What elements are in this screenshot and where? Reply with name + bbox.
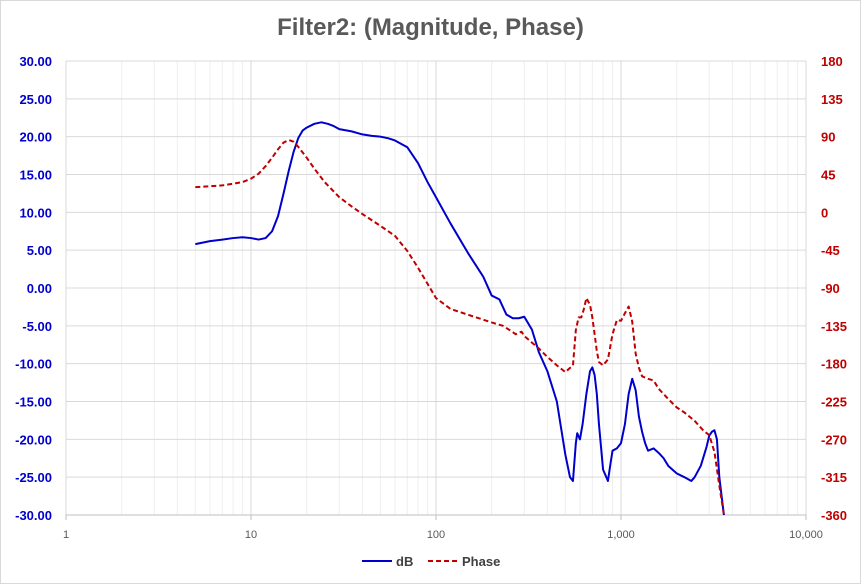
y-left-tick-label: -25.00 xyxy=(15,470,52,485)
chart-grid xyxy=(65,60,807,516)
x-tick-label: 10 xyxy=(245,529,257,541)
y-left-tick-label: -20.00 xyxy=(15,432,52,447)
legend-label-phase: Phase xyxy=(462,554,500,569)
x-axis: 1 10 100 1,000 10,000 xyxy=(63,514,823,541)
chart-title: Filter2: (Magnitude, Phase) xyxy=(277,14,584,41)
y-right-tick-label: 0 xyxy=(821,205,828,220)
y-right-tick-label: -360 xyxy=(821,508,847,523)
y-right-tick-label: 180 xyxy=(821,54,843,69)
y-right-tick-label: 45 xyxy=(821,168,835,183)
x-tick-label: 1,000 xyxy=(607,529,635,541)
y-left-tick-label: -15.00 xyxy=(15,395,52,410)
y-left-tick-label: -10.00 xyxy=(15,357,52,372)
y-axis-left: 30.00 25.00 20.00 15.00 10.00 5.00 0.00 -5.00 -1… xyxy=(15,54,52,523)
y-right-tick-label: -180 xyxy=(821,357,847,372)
y-left-tick-label: 15.00 xyxy=(19,168,52,183)
y-right-tick-label: -270 xyxy=(821,432,847,447)
y-left-tick-label: 5.00 xyxy=(27,243,52,258)
y-right-tick-label: -225 xyxy=(821,395,847,410)
y-left-tick-label: -30.00 xyxy=(15,508,52,523)
y-left-tick-label: 10.00 xyxy=(19,205,52,220)
x-tick-label: 100 xyxy=(427,529,445,541)
y-right-tick-label: -315 xyxy=(821,470,847,485)
x-tick-label: 10,000 xyxy=(789,529,823,541)
legend-label-db: dB xyxy=(396,554,413,569)
y-right-tick-label: 135 xyxy=(821,92,843,107)
y-right-tick-label: -135 xyxy=(821,319,847,334)
y-left-tick-label: 20.00 xyxy=(19,130,52,145)
y-axis-right: 180 135 90 45 0 -45 -90 -135 -180 -225 -270 -315 -36… xyxy=(821,54,847,523)
legend: dB Phase xyxy=(362,554,500,569)
x-tick-label: 1 xyxy=(63,529,69,541)
y-right-tick-label: -90 xyxy=(821,281,840,296)
series-line-db xyxy=(195,121,725,516)
y-left-tick-label: 0.00 xyxy=(27,281,52,296)
y-right-tick-label: 90 xyxy=(821,130,835,145)
y-left-tick-label: -5.00 xyxy=(22,319,52,334)
plot-area xyxy=(195,121,725,516)
y-left-tick-label: 25.00 xyxy=(19,92,52,107)
y-right-tick-label: -45 xyxy=(821,243,840,258)
y-left-tick-label: 30.00 xyxy=(19,54,52,69)
series-line-phase xyxy=(195,139,725,516)
